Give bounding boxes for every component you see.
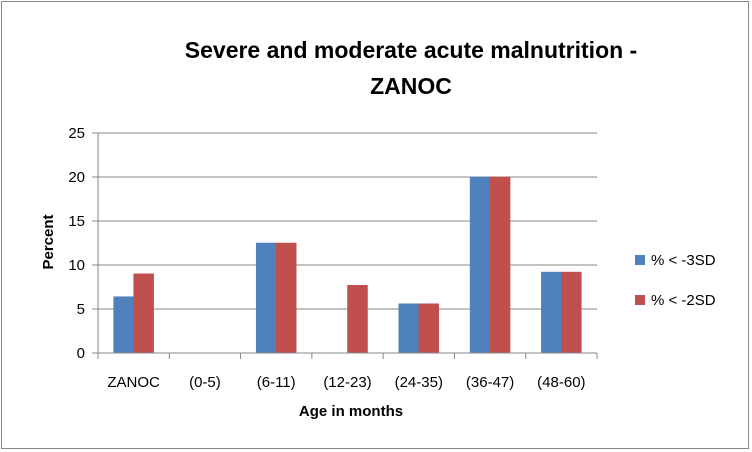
legend-label-1: % < -2SD [651,292,716,309]
y-tick-label-3: 15 [68,213,85,230]
bar-series-1-4 [418,303,440,354]
x-tick-label-2: (6-11) [257,374,296,391]
x-tick-label-3: (12-23) [323,374,371,391]
x-tick-label-1: (0-5) [189,374,221,391]
x-tick-label-4: (24-35) [395,374,443,391]
x-tick-label-5: (36-47) [466,374,514,391]
chart-title-line-1: Severe and moderate acute malnutrition - [185,37,637,63]
y-axis-ticks: 0 5 10 15 20 25 [68,125,98,362]
y-tick-label-0: 0 [77,345,85,362]
legend-swatch-0 [635,255,645,265]
y-axis-title: Percent [40,214,57,269]
bar-series-0-5 [469,176,491,354]
y-tick-label-4: 20 [68,169,85,186]
y-tick-label-1: 5 [77,301,85,318]
legend-label-0: % < -3SD [651,252,716,269]
gridlines [98,132,597,310]
bar-series-0-0 [113,296,134,354]
y-tick-label-2: 10 [68,257,85,274]
chart-title-line-2: ZANOC [370,73,452,99]
legend: % < -3SD % < -2SD [635,252,716,309]
legend-swatch-1 [635,295,645,305]
bar-series-1-6 [561,271,582,354]
bar-series-1-0 [133,273,154,354]
x-tick-label-0: ZANOC [107,374,160,391]
bar-series-0-4 [398,303,420,354]
bar-series-1-3 [347,284,368,354]
y-tick-label-5: 25 [68,125,85,142]
bar-series-0-6 [541,271,562,354]
bar-series-1-5 [489,176,511,354]
x-tick-label-6: (48-60) [537,374,585,391]
x-axis-title: Age in months [299,403,403,420]
bar-series-0-2 [255,242,277,354]
x-axis-ticks: ZANOC (0-5) (6-11) (12-23) (24-35) (36-47) (48… [97,353,598,391]
bar-series-1-2 [275,242,297,354]
